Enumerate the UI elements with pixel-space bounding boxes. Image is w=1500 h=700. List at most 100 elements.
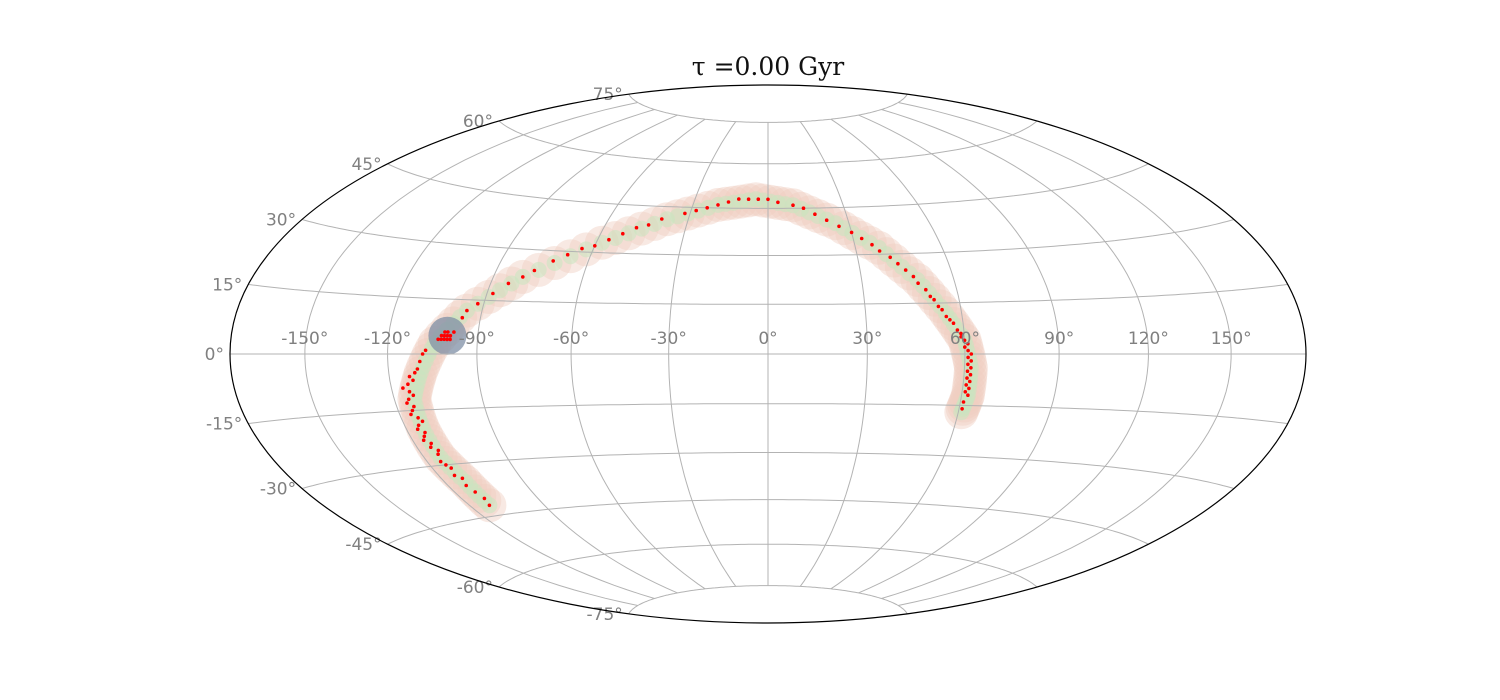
stream-density-band [397, 182, 988, 523]
data-point [955, 328, 960, 332]
data-point [411, 393, 416, 398]
data-point [896, 261, 900, 266]
data-point [476, 301, 480, 306]
data-point [969, 359, 973, 363]
meridian-line [668, 121, 737, 587]
longitude-tick-label: 90° [1044, 329, 1074, 349]
data-point [491, 291, 495, 296]
data-point [420, 352, 425, 356]
data-point [963, 345, 967, 349]
data-point [849, 230, 854, 235]
data-point [634, 225, 639, 230]
data-point [903, 268, 908, 272]
latitude-tick-label: -30° [260, 480, 296, 500]
stream-core-blob [646, 215, 663, 232]
data-point [948, 318, 952, 322]
stream-core-blob [546, 255, 563, 271]
data-point [422, 434, 427, 439]
latitude-tick-label: 45° [351, 155, 381, 175]
longitude-tick-label: -30° [651, 329, 687, 349]
data-point [551, 259, 555, 263]
data-point [449, 466, 454, 470]
data-point [436, 448, 441, 453]
data-point [791, 203, 795, 207]
data-point [506, 281, 511, 286]
data-point [967, 386, 971, 391]
data-point [436, 337, 440, 342]
data-point [660, 217, 664, 221]
data-point [837, 224, 841, 229]
data-point [963, 390, 968, 394]
data-point [439, 333, 444, 338]
data-point [928, 294, 933, 299]
data-point [436, 452, 440, 457]
data-point [877, 249, 882, 253]
data-point [465, 308, 469, 313]
stream-core-blob [562, 248, 579, 265]
stream-core-blob [530, 261, 547, 278]
data-point [966, 355, 970, 360]
data-point [621, 231, 625, 236]
latitude-tick-label: -75° [587, 605, 623, 625]
data-point [445, 337, 449, 342]
data-point [448, 333, 453, 338]
data-point [409, 412, 413, 417]
meridian-line [799, 121, 868, 587]
data-point [420, 419, 425, 424]
data-point [411, 378, 415, 383]
data-point [924, 287, 928, 292]
stream-core-blob [620, 225, 637, 242]
data-point [413, 370, 417, 375]
data-point [694, 208, 698, 213]
data-point [418, 359, 422, 364]
data-point [407, 389, 412, 394]
data-point [580, 246, 584, 251]
data-point [916, 281, 920, 286]
data-point [961, 400, 966, 404]
data-point [460, 315, 465, 320]
data-point [746, 197, 751, 201]
longitude-tick-label: 0° [758, 329, 777, 349]
longitude-tick-label: -60° [553, 329, 589, 349]
latitude-tick-label: 15° [212, 275, 242, 295]
data-point [756, 197, 761, 201]
tick-labels: -150° -120° -90° -60° -30° 0° 30° 60° 90° 120° 150… [205, 85, 1252, 625]
data-point [444, 463, 448, 467]
data-point [415, 427, 420, 432]
data-point [859, 236, 864, 241]
data-point [439, 337, 443, 342]
meridian-line [881, 109, 1149, 599]
data-point [960, 407, 964, 411]
stream-core-blob [633, 220, 650, 237]
graticule-grid [230, 93, 1306, 615]
data-point [442, 337, 446, 342]
longitude-tick-label: -90° [459, 329, 495, 349]
data-point [716, 203, 720, 207]
data-point [966, 393, 970, 398]
data-point [964, 383, 968, 387]
data-point [412, 404, 416, 409]
data-point [452, 330, 456, 334]
latitude-tick-label: 30° [266, 211, 296, 231]
data-point [737, 197, 741, 201]
data-point [406, 382, 410, 387]
latitude-tick-label: 0° [205, 345, 224, 365]
data-point [521, 275, 525, 279]
data-point [445, 333, 450, 338]
data-point [607, 237, 611, 242]
longitude-tick-label: 120° [1128, 329, 1169, 349]
data-point [532, 268, 537, 273]
data-point [452, 473, 457, 478]
data-point [966, 348, 970, 353]
data-point [801, 206, 806, 210]
data-point [870, 242, 874, 247]
data-point [487, 503, 492, 508]
data-point [965, 369, 970, 374]
data-point [969, 352, 974, 356]
data-point [429, 441, 434, 446]
stream-core-blob [953, 404, 970, 421]
data-point [405, 401, 409, 405]
data-point [446, 330, 450, 334]
latitude-tick-label: -60° [457, 578, 493, 598]
